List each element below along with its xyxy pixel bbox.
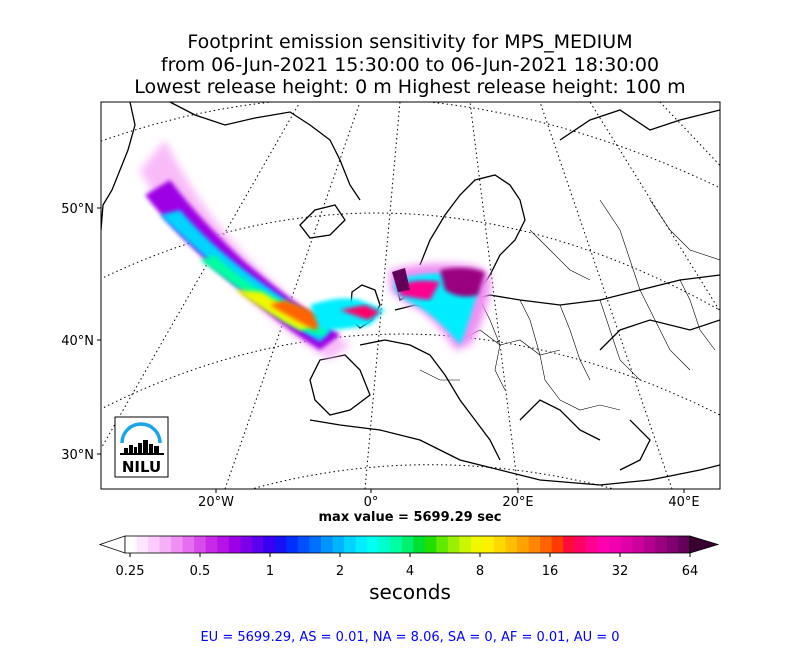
- lon-label-0: 0°: [364, 495, 379, 510]
- latitude-labels: 50°N 40°N 30°N: [61, 202, 94, 463]
- ticks: [97, 207, 685, 493]
- lat-label-40: 40°N: [61, 334, 94, 349]
- nilu-logo: NILU: [114, 416, 169, 478]
- lon-label-20w: 20°W: [198, 495, 234, 510]
- region-summary: EU = 5699.29, AS = 0.01, NA = 8.06, SA =…: [200, 630, 620, 645]
- longitude-labels: 20°W 0° 20°E 40°E: [198, 495, 700, 510]
- country-borders: [419, 199, 720, 411]
- footprint-plume: [140, 140, 491, 360]
- map-frame: [100, 101, 721, 490]
- title-line-2: from 06-Jun-2021 15:30:00 to 06-Jun-2021…: [160, 54, 660, 76]
- colorbar-unit-label: seconds: [369, 580, 451, 604]
- title-line-1: Footprint emission sensitivity for MPS_M…: [187, 31, 633, 53]
- lon-label-40e: 40°E: [668, 495, 699, 510]
- lon-label-20e: 20°E: [502, 495, 533, 510]
- logo-text: NILU: [122, 458, 161, 476]
- title-line-3: Lowest release height: 0 m Highest relea…: [134, 76, 686, 98]
- max-value-label: max value = 5699.29 sec: [318, 510, 502, 525]
- lat-label-30: 30°N: [61, 448, 94, 463]
- lat-label-50: 50°N: [61, 202, 94, 217]
